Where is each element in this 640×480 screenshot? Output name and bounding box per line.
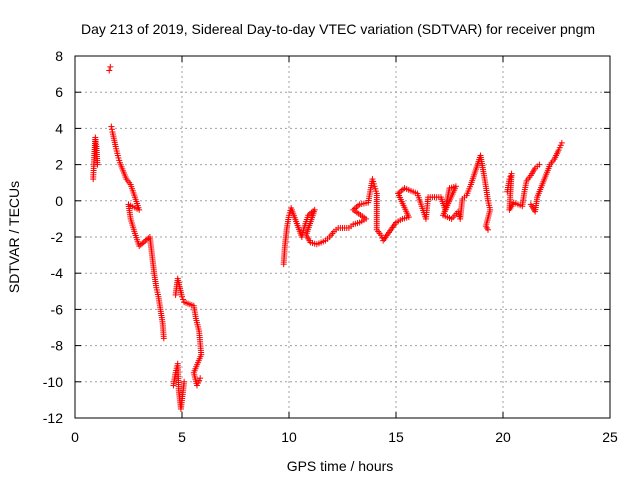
x-tick-label: 25: [602, 429, 618, 445]
data-point: [507, 173, 514, 180]
data-point: [378, 232, 385, 239]
y-tick-label: 0: [55, 193, 63, 209]
y-tick-label: -10: [43, 374, 63, 390]
y-tick-label: -8: [51, 338, 64, 354]
data-point: [536, 161, 543, 168]
y-tick-label: -12: [43, 410, 63, 426]
data-point: [485, 226, 492, 233]
y-axis-label: SDTVAR / TECUs: [6, 181, 22, 293]
data-point: [108, 123, 115, 130]
data-point: [181, 378, 188, 385]
grid-lines: [75, 56, 610, 418]
x-tick-label: 20: [495, 429, 511, 445]
x-tick-label: 5: [178, 429, 186, 445]
data-point: [197, 375, 204, 382]
y-tick-label: -2: [51, 229, 64, 245]
data-point: [179, 293, 185, 300]
y-tick-label: -6: [51, 301, 64, 317]
x-tick-label: 15: [388, 429, 404, 445]
y-tick-label: -4: [51, 265, 64, 281]
data-point: [106, 67, 113, 74]
x-tick-label: 10: [281, 429, 297, 445]
y-tick-label: 4: [55, 120, 63, 136]
data-point: [160, 335, 167, 342]
data-point: [108, 126, 115, 133]
x-axis-label: GPS time / hours: [287, 458, 394, 474]
chart-title: Day 213 of 2019, Sidereal Day-to-day VTE…: [81, 21, 595, 37]
data-point: [558, 139, 565, 146]
data-point: [180, 296, 187, 303]
x-tick-label: 0: [71, 429, 79, 445]
data-point: [107, 63, 114, 70]
data-points: [90, 63, 565, 412]
y-tick-label: 8: [55, 48, 63, 64]
y-tick-label: 6: [55, 84, 63, 100]
y-tick-label: 2: [55, 157, 63, 173]
data-point: [94, 161, 101, 168]
